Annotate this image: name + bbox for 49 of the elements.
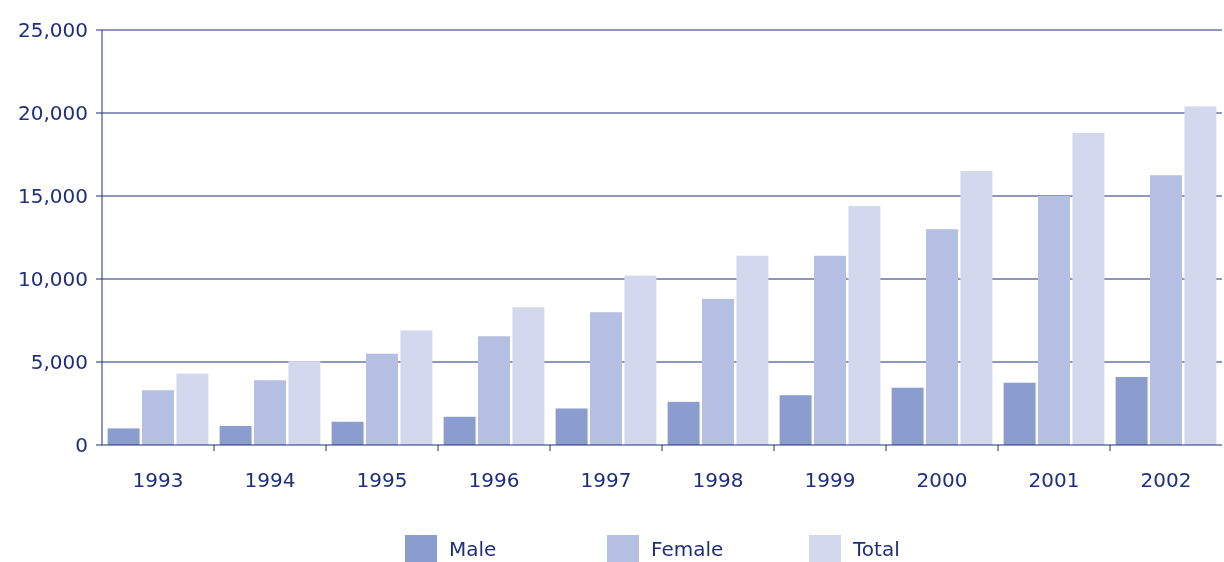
y-tick-label: 20,000: [18, 101, 88, 125]
x-tick-label: 1993: [132, 468, 184, 492]
y-tick-label: 0: [75, 433, 88, 457]
x-tick-label: 2002: [1140, 468, 1192, 492]
bar: [667, 401, 700, 445]
legend-label: Female: [651, 537, 724, 561]
bar: [736, 255, 769, 445]
legend-label: Total: [852, 537, 900, 561]
y-tick-label: 10,000: [18, 267, 88, 291]
x-tick-label: 1997: [580, 468, 632, 492]
bar: [478, 336, 510, 445]
bar: [1072, 132, 1105, 445]
bar: [107, 428, 140, 445]
bar: [219, 425, 252, 445]
bar: [331, 421, 364, 445]
bar: [1115, 376, 1148, 445]
bar: [288, 361, 321, 445]
bar: [366, 353, 398, 445]
bar: [142, 390, 174, 445]
bar: [176, 373, 209, 445]
bar: [848, 205, 881, 445]
bar: [254, 380, 286, 445]
bar: [590, 312, 622, 445]
bar: [1038, 196, 1070, 445]
bar: [814, 255, 846, 445]
y-tick-label: 15,000: [18, 184, 88, 208]
bar: [512, 307, 545, 445]
x-tick-label: 2000: [916, 468, 968, 492]
bar: [555, 408, 588, 445]
x-tick-label: 1995: [356, 468, 408, 492]
bar: [702, 298, 734, 445]
x-tick-label: 1994: [244, 468, 296, 492]
bar: [926, 229, 958, 445]
bar: [1150, 175, 1182, 445]
x-tick-label: 1998: [692, 468, 744, 492]
bar: [624, 275, 657, 445]
y-tick-label: 5,000: [30, 350, 88, 374]
x-tick-label: 1999: [804, 468, 856, 492]
bar: [443, 416, 476, 445]
legend-label: Male: [449, 537, 497, 561]
x-tick-label: 1996: [468, 468, 520, 492]
bar: [1003, 382, 1036, 445]
bar: [960, 171, 993, 445]
bar: [779, 395, 812, 445]
y-tick-label: 25,000: [18, 18, 88, 42]
x-tick-label: 2001: [1028, 468, 1080, 492]
bar: [1184, 106, 1217, 445]
bar: [400, 330, 433, 445]
bar: [891, 387, 924, 445]
